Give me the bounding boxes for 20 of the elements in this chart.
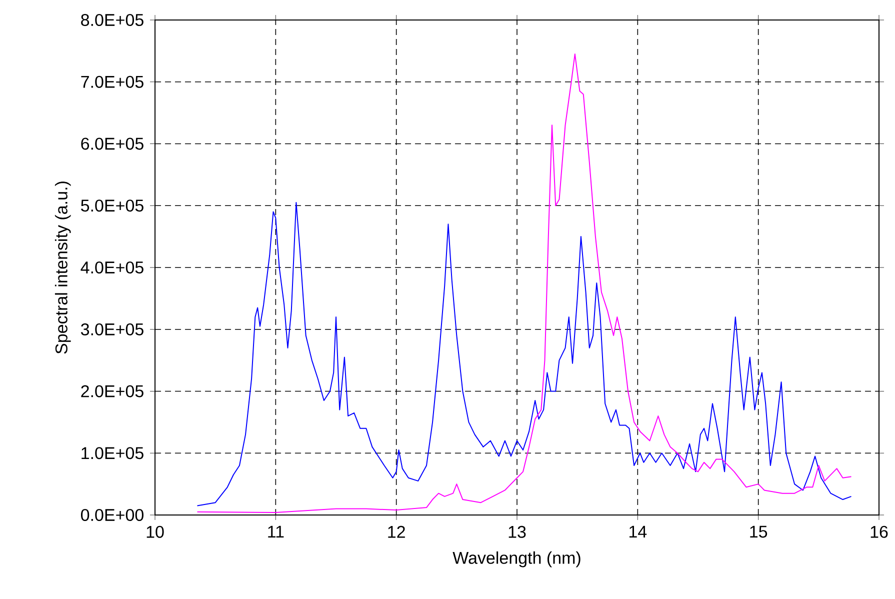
y-tick-label: 1.0E+05	[82, 447, 144, 460]
x-axis-title: Wavelength (nm)	[452, 551, 580, 568]
x-tick-label: 10	[146, 526, 164, 538]
x-tick-label: 15	[750, 526, 768, 538]
x-tick-label: 11	[268, 526, 284, 538]
y-tick-label: 7.0E+05	[81, 76, 144, 88]
x-tick-label: 12	[388, 526, 405, 538]
y-tick-label: 4.0E+05	[80, 261, 144, 274]
line-series	[196, 202, 852, 506]
y-tick-label: 0.0E+00	[80, 508, 144, 522]
y-tick-label: 8.0E+05	[81, 14, 144, 26]
y-axis-title: Spectral intensity (a.u.)	[54, 182, 71, 354]
x-tick-label: 14	[630, 526, 647, 538]
y-tick-label: 5.0E+05	[81, 200, 144, 212]
y-tick-label: 3.0E+05	[80, 323, 144, 336]
y-tick-label: 2.0E+05	[81, 385, 144, 398]
y-tick-label: 6.0E+05	[81, 138, 144, 150]
line-series	[196, 54, 852, 514]
x-tick-label: 16	[870, 526, 888, 538]
x-tick-label: 13	[508, 526, 526, 538]
